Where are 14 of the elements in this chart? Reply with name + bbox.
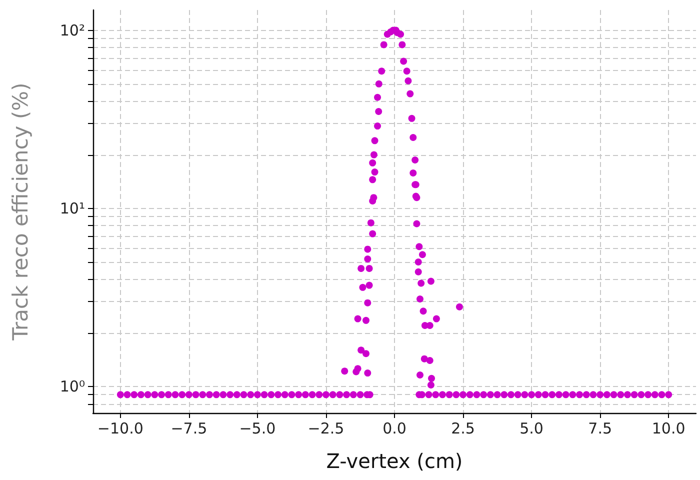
- x-tick-label: −7.5: [170, 420, 208, 438]
- y-tick-label: 10²: [60, 21, 85, 40]
- x-tick-label: 7.5: [588, 420, 612, 438]
- x-tick-label: −2.5: [308, 420, 344, 438]
- x-tick-label: −5.0: [239, 420, 276, 438]
- x-axis-title: Z-vertex (cm): [326, 449, 463, 473]
- x-tick-label: 0.0: [382, 420, 406, 438]
- x-tick-label: 2.5: [451, 420, 475, 438]
- y-tick-label: 10¹: [60, 199, 85, 218]
- x-tick-label: −10.0: [97, 420, 144, 438]
- x-tick-label: 5.0: [520, 420, 544, 438]
- x-tick-label: 10.0: [652, 420, 686, 438]
- y-axis-title: Track reco efficiency (%): [8, 82, 32, 342]
- y-tick-label: 10⁰: [60, 378, 85, 396]
